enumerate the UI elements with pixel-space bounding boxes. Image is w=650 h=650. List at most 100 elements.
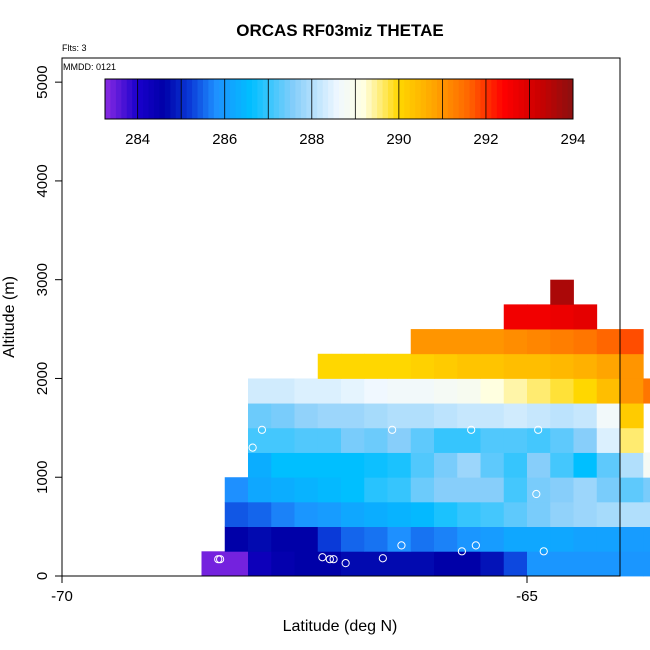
colorbar-segment-45 — [349, 79, 356, 119]
colorbar-segment-17 — [197, 79, 204, 119]
heatmap-cell-r5-c1 — [271, 427, 295, 453]
heatmap-cell-r1-c12 — [503, 526, 528, 552]
colorbar-segment-82 — [551, 79, 558, 119]
colorbar-segment-25 — [241, 79, 247, 119]
heatmap-cell-r1-c3 — [294, 526, 319, 552]
x-axis-title: Latitude (deg N) — [283, 618, 398, 635]
heatmap-cell-r4-c15 — [596, 452, 621, 478]
y-tick-label-3: 3000 — [34, 263, 51, 296]
heatmap-cell-r6-c3 — [317, 403, 342, 429]
x-tick-label-0: -70 — [51, 588, 73, 605]
colorbar-segment-64 — [453, 79, 460, 119]
heatmap-cell-r0-c14 — [527, 551, 551, 577]
colorbar-segment-81 — [545, 79, 552, 119]
heatmap-cell-r7-c4 — [341, 378, 365, 404]
heatmap-cell-r4-c2 — [294, 452, 319, 478]
heatmap-cell-r7-c14 — [573, 378, 598, 404]
colorbar-segment-40 — [322, 79, 329, 119]
heatmap-cell-r8-c11 — [573, 353, 598, 379]
heatmap-cell-r4-c16 — [620, 452, 644, 478]
chart-title: ORCAS RF03miz THETAE — [236, 21, 444, 40]
heatmap-cell-r1-c5 — [341, 526, 365, 552]
y-axis-ticks: 0 1000 2000 3000 4000 5000 — [34, 65, 62, 580]
heatmap-cell-r0-c17 — [596, 551, 621, 577]
colorbar-segment-14 — [181, 79, 188, 119]
heatmap-cell-r5-c7 — [410, 427, 435, 453]
heatmap-cell-r8-c7 — [480, 353, 505, 379]
colorbar-segment-60 — [431, 79, 438, 119]
colorbar-segment-47 — [360, 79, 367, 119]
heatmap-cell-r4-c6 — [387, 452, 412, 478]
heatmap-cell-r7-c9 — [457, 378, 481, 404]
heatmap-cell-r6-c16 — [620, 403, 644, 429]
colorbar-segment-54 — [398, 79, 405, 119]
heatmap-cell-r1-c11 — [480, 526, 505, 552]
heatmap-cell-r0-c1 — [224, 551, 249, 577]
heatmap-cell-r5-c12 — [527, 427, 551, 453]
heatmap-cell-r5-c2 — [294, 427, 319, 453]
heatmap-cell-r3-c1 — [248, 477, 272, 503]
heatmap-cell-r6-c12 — [527, 403, 551, 429]
heatmap-cell-r5-c6 — [387, 427, 412, 453]
observation-point-10 — [378, 554, 387, 563]
heatmap-cell-r2-c9 — [434, 501, 458, 528]
observation-point-8 — [341, 559, 350, 568]
heatmap-cell-r0-c4 — [294, 551, 319, 577]
heatmap-cell-r3-c7 — [387, 477, 412, 503]
heatmap-cell-r1-c16 — [596, 526, 621, 552]
heatmap-cell-r4-c1 — [271, 452, 295, 478]
observation-points — [211, 252, 597, 568]
observation-point-4 — [257, 425, 267, 434]
colorbar-label-3: 290 — [386, 131, 411, 148]
heatmap-cell-r0-c12 — [480, 551, 505, 577]
heatmap-cell-r8-c9 — [527, 353, 551, 379]
colorbar-segment-4 — [126, 79, 133, 119]
heatmap-cell-r7-c16 — [620, 378, 644, 404]
colorbar-segment-78 — [529, 79, 536, 119]
colorbar-segment-59 — [426, 79, 433, 119]
heatmap-cell-r7-c15 — [596, 378, 621, 404]
colorbar-frame — [104, 78, 574, 120]
heatmap-cell-r3-c12 — [503, 477, 528, 503]
heatmap-cell-r1-c8 — [410, 526, 435, 552]
x-tick-label-1: -65 — [516, 588, 538, 605]
colorbar-segment-61 — [436, 79, 443, 119]
colorbar-segment-3 — [121, 79, 128, 119]
colorbar-segment-53 — [393, 79, 400, 119]
heatmap-cell-r3-c10 — [457, 477, 481, 503]
heatmap-cell-r2-c17 — [620, 501, 644, 528]
colorbar-segment-80 — [540, 79, 547, 119]
colorbar-segment-21 — [219, 79, 226, 119]
heatmap-cell-r3-c17 — [620, 477, 644, 503]
colorbar-label-1: 286 — [212, 131, 237, 148]
heatmap-cell-r10-c3 — [573, 304, 598, 330]
colorbar-segment-11 — [164, 79, 171, 119]
colorbar-segment-19 — [208, 79, 215, 119]
heatmap-cell-r7-c17 — [643, 378, 650, 404]
heatmap-cell-r4-c5 — [364, 452, 388, 478]
heatmap-cell-r2-c6 — [364, 501, 388, 528]
colorbar-segment-65 — [458, 79, 465, 119]
heatmap-cell-r3-c15 — [573, 477, 598, 503]
y-tick-label-4: 4000 — [34, 164, 51, 197]
heatmap-cell-r6-c2 — [294, 403, 319, 429]
colorbar-segment-75 — [513, 79, 520, 119]
colorbar-segment-27 — [251, 79, 258, 119]
heatmap-cell-r2-c10 — [457, 501, 481, 528]
observation-point-15 — [534, 425, 543, 434]
heatmap-cell-r0-c13 — [503, 551, 528, 577]
heatmap-cell-r5-c0 — [248, 427, 272, 453]
heatmap-cell-r9-c3 — [480, 329, 505, 355]
colorbar-segment-50 — [377, 79, 384, 119]
heatmap-cell-r4-c8 — [434, 452, 458, 478]
heatmap-cell-r6-c9 — [457, 403, 481, 429]
colorbar-label-5: 294 — [560, 131, 585, 148]
heatmap-cell-r9-c1 — [434, 329, 458, 355]
colorbar-segment-51 — [382, 79, 389, 119]
heatmap-cell-r7-c2 — [294, 378, 319, 404]
heatmap-cell-r1-c14 — [550, 526, 574, 552]
colorbar-segment-70 — [485, 79, 492, 119]
heatmap-cell-r1-c1 — [248, 526, 272, 552]
y-tick-label-1: 1000 — [34, 461, 51, 494]
